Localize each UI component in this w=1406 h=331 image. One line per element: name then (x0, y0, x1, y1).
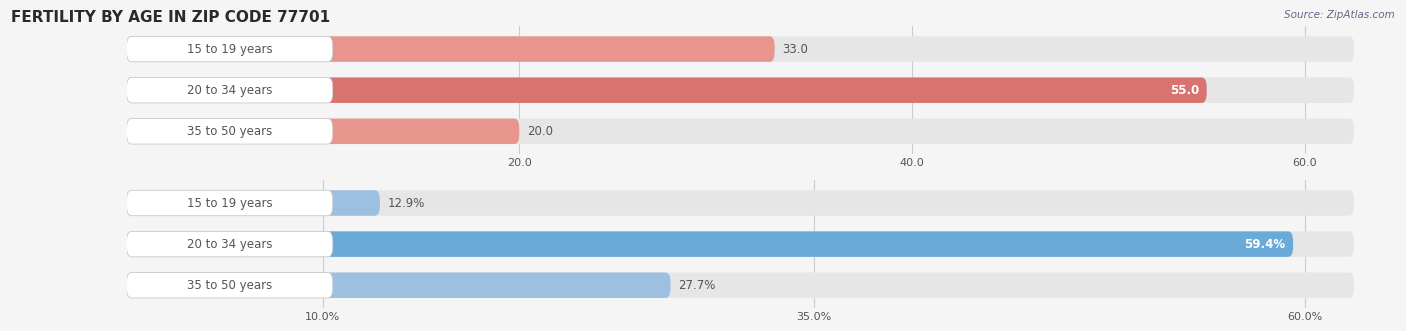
Text: 35 to 50 years: 35 to 50 years (187, 125, 273, 138)
FancyBboxPatch shape (127, 36, 775, 62)
Text: 27.7%: 27.7% (679, 279, 716, 292)
Text: 55.0: 55.0 (1170, 84, 1199, 97)
FancyBboxPatch shape (127, 77, 1206, 103)
FancyBboxPatch shape (127, 77, 1354, 103)
FancyBboxPatch shape (127, 77, 333, 103)
Text: 12.9%: 12.9% (388, 197, 425, 210)
Text: 15 to 19 years: 15 to 19 years (187, 197, 273, 210)
Text: 59.4%: 59.4% (1244, 238, 1285, 251)
FancyBboxPatch shape (127, 231, 333, 257)
Text: FERTILITY BY AGE IN ZIP CODE 77701: FERTILITY BY AGE IN ZIP CODE 77701 (11, 10, 330, 25)
Text: 20.0: 20.0 (527, 125, 553, 138)
Text: Source: ZipAtlas.com: Source: ZipAtlas.com (1284, 10, 1395, 20)
FancyBboxPatch shape (127, 36, 1354, 62)
FancyBboxPatch shape (127, 118, 519, 144)
FancyBboxPatch shape (127, 118, 333, 144)
Text: 20 to 34 years: 20 to 34 years (187, 238, 273, 251)
FancyBboxPatch shape (127, 272, 333, 298)
FancyBboxPatch shape (127, 231, 1294, 257)
Text: 15 to 19 years: 15 to 19 years (187, 43, 273, 56)
Text: 33.0: 33.0 (783, 43, 808, 56)
FancyBboxPatch shape (127, 272, 1354, 298)
FancyBboxPatch shape (127, 190, 380, 216)
FancyBboxPatch shape (127, 272, 671, 298)
FancyBboxPatch shape (127, 231, 1354, 257)
FancyBboxPatch shape (127, 190, 1354, 216)
FancyBboxPatch shape (127, 36, 333, 62)
Text: 20 to 34 years: 20 to 34 years (187, 84, 273, 97)
FancyBboxPatch shape (127, 118, 1354, 144)
Text: 35 to 50 years: 35 to 50 years (187, 279, 273, 292)
FancyBboxPatch shape (127, 190, 333, 216)
